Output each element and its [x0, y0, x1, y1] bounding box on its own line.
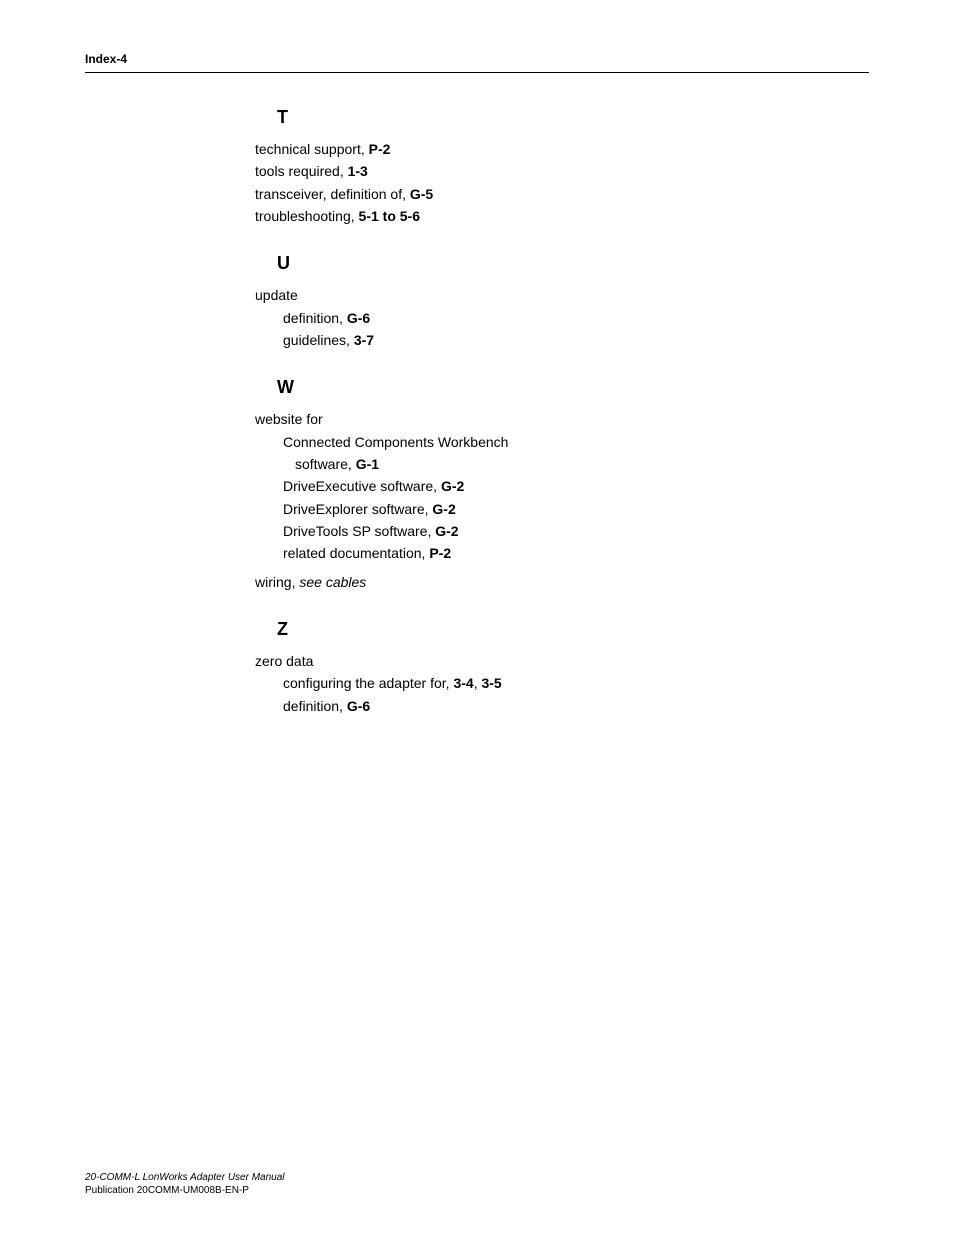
page-ref: G-6 — [347, 310, 370, 326]
entry-transceiver: transceiver, definition of, G-5 — [255, 183, 869, 205]
section-letter-z: Z — [277, 615, 869, 644]
entry-text: tools required, — [255, 163, 348, 179]
entry-text: definition, — [283, 698, 347, 714]
entry-text: transceiver, definition of, — [255, 186, 410, 202]
entry-technical-support: technical support, P-2 — [255, 138, 869, 160]
page-ref: 1-3 — [348, 163, 368, 179]
entry-text: DriveExplorer software, — [283, 501, 432, 517]
page-footer: 20-COMM-L LonWorks Adapter User Manual P… — [85, 1171, 285, 1197]
entry-wiring: wiring, see cables — [255, 571, 869, 593]
entry-text: guidelines, — [283, 332, 354, 348]
entry-driveexplorer: DriveExplorer software, G-2 — [283, 498, 869, 520]
page-ref: G-5 — [410, 186, 433, 202]
page-ref: G-6 — [347, 698, 370, 714]
page-ref: G-2 — [435, 523, 458, 539]
section-letter-t: T — [277, 103, 869, 132]
entry-troubleshooting: troubleshooting, 5-1 to 5-6 — [255, 205, 869, 227]
section-letter-u: U — [277, 249, 869, 278]
entry-text: DriveExecutive software, — [283, 478, 441, 494]
page-ref: P-2 — [369, 141, 391, 157]
entry-zero-definition: definition, G-6 — [283, 695, 869, 717]
page-ref: G-2 — [441, 478, 464, 494]
entry-driveexecutive: DriveExecutive software, G-2 — [283, 475, 869, 497]
entry-text: related documentation, — [283, 545, 429, 561]
page-ref: 3-5 — [481, 675, 501, 691]
index-content: T technical support, P-2 tools required,… — [255, 103, 869, 717]
entry-text: configuring the adapter for, — [283, 675, 453, 691]
page-ref: G-2 — [432, 501, 455, 517]
entry-text: definition, — [283, 310, 347, 326]
page-ref: P-2 — [429, 545, 451, 561]
entry-ccw-line2: software, G-1 — [295, 453, 869, 475]
page-header-label: Index-4 — [85, 52, 869, 66]
entry-website-for: website for — [255, 408, 869, 430]
entry-text: wiring, — [255, 574, 299, 590]
section-letter-w: W — [277, 373, 869, 402]
cross-ref: see cables — [299, 574, 366, 590]
footer-publication: Publication 20COMM-UM008B-EN-P — [85, 1184, 285, 1197]
footer-manual-title: 20-COMM-L LonWorks Adapter User Manual — [85, 1171, 285, 1184]
entry-text: DriveTools SP software, — [283, 523, 435, 539]
entry-tools-required: tools required, 1-3 — [255, 160, 869, 182]
entry-text: troubleshooting, — [255, 208, 359, 224]
page-ref: 3-7 — [354, 332, 374, 348]
entry-zero-data: zero data — [255, 650, 869, 672]
page-ref: 3-4 — [453, 675, 473, 691]
entry-text: software, — [295, 456, 356, 472]
entry-update-definition: definition, G-6 — [283, 307, 869, 329]
page: Index-4 T technical support, P-2 tools r… — [0, 0, 954, 1235]
entry-update: update — [255, 284, 869, 306]
page-ref: 5-1 to 5-6 — [359, 208, 420, 224]
header-rule — [85, 72, 869, 73]
entry-ccw-line1: Connected Components Workbench — [283, 431, 869, 453]
entry-drivetools: DriveTools SP software, G-2 — [283, 520, 869, 542]
entry-text: technical support, — [255, 141, 369, 157]
entry-zero-configuring: configuring the adapter for, 3-4, 3-5 — [283, 672, 869, 694]
entry-related-doc: related documentation, P-2 — [283, 542, 869, 564]
page-ref: G-1 — [356, 456, 379, 472]
entry-update-guidelines: guidelines, 3-7 — [283, 329, 869, 351]
